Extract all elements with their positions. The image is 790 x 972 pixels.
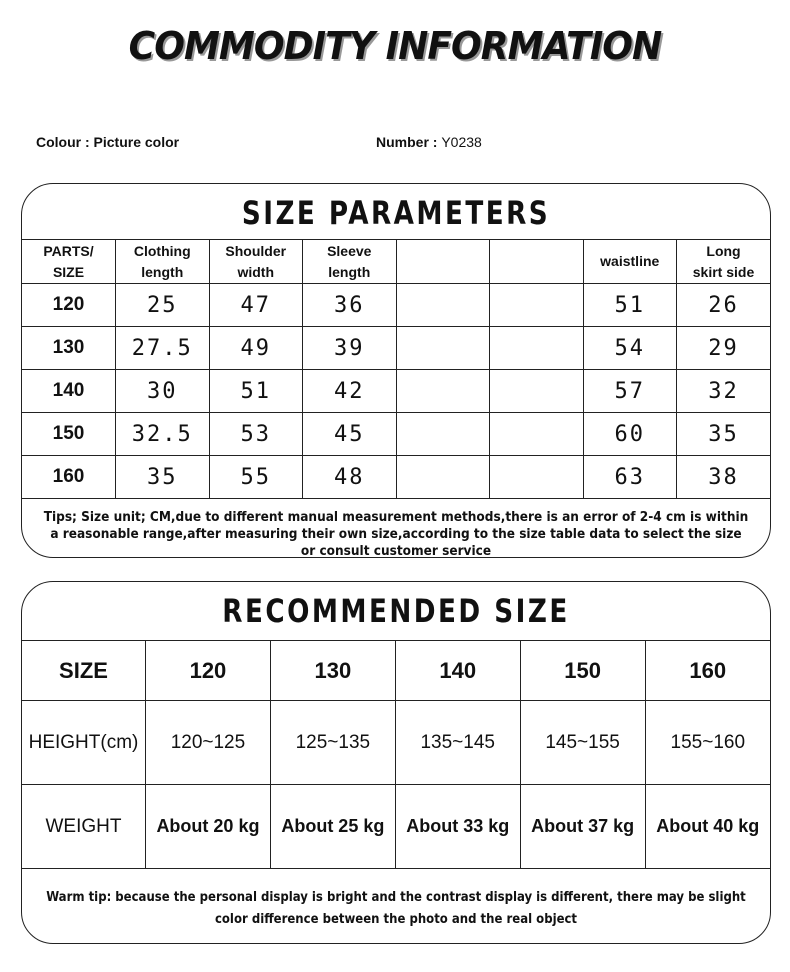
- header-label: length: [328, 263, 371, 280]
- size-parameters-table: PARTS/SIZE Clothing length Shoulder width Sle…: [22, 239, 770, 499]
- table-cell: 145~155: [519, 700, 646, 785]
- table-cell: 135~145: [394, 700, 521, 785]
- table-cell: [395, 369, 490, 413]
- table-cell: About 37 kg: [519, 784, 646, 869]
- table-row: HEIGHT(cm) 120~125 125~135 135~145 145~155 15…: [22, 700, 770, 785]
- header-cell: Sleeve length: [302, 239, 397, 284]
- table-cell: 130: [269, 640, 396, 701]
- size-tips: Tips; Size unit; CM,due to different man…: [43, 509, 749, 558]
- header-label: Clothing: [133, 242, 191, 259]
- table-cell: [489, 455, 584, 499]
- header-label: PARTS/: [43, 242, 94, 259]
- table-cell: 49: [208, 326, 303, 370]
- table-cell: 51: [208, 369, 303, 413]
- table-cell: 38: [676, 455, 770, 499]
- table-cell: 155~160: [644, 700, 770, 785]
- table-cell: 35: [115, 455, 210, 499]
- number-label: Number :: [376, 134, 442, 150]
- table-cell: SIZE: [22, 640, 146, 701]
- recommended-size-panel: RECOMMENDED SIZE SIZE 120 130 140 150 160 HEIG…: [21, 581, 771, 944]
- table-cell: 125~135: [269, 700, 396, 785]
- table-cell: 47: [208, 283, 303, 327]
- table-cell: 150: [22, 412, 116, 456]
- number-field: Number : Y0238: [376, 134, 482, 150]
- table-cell: 63: [582, 455, 677, 499]
- header-cell: [489, 239, 584, 284]
- header-cell: Long skirt side: [676, 239, 770, 284]
- table-cell: 120: [145, 640, 271, 701]
- header-label: waistline: [600, 253, 660, 269]
- table-cell: 160: [22, 455, 116, 499]
- table-cell: 140: [22, 369, 116, 413]
- table-cell: [395, 283, 490, 327]
- size-parameters-panel: SIZE PARAMETERS PARTS/SIZE Clothing length…: [21, 183, 771, 558]
- header-label: Long: [706, 242, 741, 259]
- table-row: 160 35 55 48 63 38: [22, 455, 770, 499]
- table-cell: [395, 412, 490, 456]
- table-cell: 48: [302, 455, 397, 499]
- header-label: skirt side: [692, 263, 755, 280]
- number-value: Y0238: [441, 134, 482, 150]
- table-cell: About 20 kg: [145, 784, 271, 869]
- header-cell: Clothing length: [115, 239, 210, 284]
- table-cell: WEIGHT: [22, 784, 146, 869]
- table-cell: 32.5: [115, 412, 210, 456]
- table-row: 140 30 51 42 57 32: [22, 369, 770, 413]
- table-cell: 120~125: [145, 700, 271, 785]
- header-label: Sleeve: [327, 242, 372, 259]
- table-cell: [489, 412, 584, 456]
- table-cell: About 40 kg: [644, 784, 770, 869]
- header-cell: [395, 239, 490, 284]
- recommended-size-title: RECOMMENDED SIZE: [222, 592, 570, 630]
- colour-label: Colour : Picture color: [36, 134, 180, 150]
- table-cell: 25: [115, 283, 210, 327]
- table-cell: [489, 283, 584, 327]
- table-cell: 120: [22, 283, 116, 327]
- table-cell: 53: [208, 412, 303, 456]
- table-cell: 45: [302, 412, 397, 456]
- table-cell: 30: [115, 369, 210, 413]
- table-cell: 60: [582, 412, 677, 456]
- table-row: SIZE 120 130 140 150 160: [22, 640, 770, 701]
- page-title: COMMODITY INFORMATION: [128, 24, 663, 68]
- header-label: length: [141, 263, 184, 280]
- table-cell: 130: [22, 326, 116, 370]
- header-label: SIZE: [52, 263, 85, 280]
- table-cell: 55: [208, 455, 303, 499]
- table-cell: 26: [676, 283, 770, 327]
- table-cell: About 25 kg: [269, 784, 396, 869]
- table-cell: 140: [394, 640, 521, 701]
- recommended-size-table: SIZE 120 130 140 150 160 HEIGHT(cm) 120~125 125~…: [22, 640, 770, 869]
- table-cell: [489, 326, 584, 370]
- table-row: 130 27.5 49 39 54 29: [22, 326, 770, 370]
- table-row: WEIGHT About 20 kg About 25 kg About 33 kg A…: [22, 784, 770, 869]
- table-cell: 42: [302, 369, 397, 413]
- table-cell: 36: [302, 283, 397, 327]
- table-cell: [395, 455, 490, 499]
- header-cell: PARTS/SIZE: [22, 239, 116, 284]
- header-cell: Shoulder width: [208, 239, 303, 284]
- table-cell: 27.5: [115, 326, 210, 370]
- table-cell: 57: [582, 369, 677, 413]
- table-row: 150 32.5 53 45 60 35: [22, 412, 770, 456]
- table-cell: [395, 326, 490, 370]
- table-cell: 39: [302, 326, 397, 370]
- table-cell: 51: [582, 283, 677, 327]
- header-cell: waistline: [582, 239, 677, 284]
- table-cell: HEIGHT(cm): [22, 700, 146, 785]
- table-cell: 160: [644, 640, 770, 701]
- table-row: 120 25 47 36 51 26: [22, 283, 770, 327]
- table-cell: 54: [582, 326, 677, 370]
- header-label: width: [237, 263, 275, 280]
- table-cell: 29: [676, 326, 770, 370]
- table-cell: 35: [676, 412, 770, 456]
- table-cell: [489, 369, 584, 413]
- warm-tip: Warm tip: because the personal display i…: [46, 890, 746, 927]
- header-label: Shoulder: [225, 242, 287, 259]
- table-cell: 32: [676, 369, 770, 413]
- table-cell: 150: [519, 640, 646, 701]
- size-parameters-title: SIZE PARAMETERS: [241, 194, 551, 232]
- table-cell: About 33 kg: [394, 784, 521, 869]
